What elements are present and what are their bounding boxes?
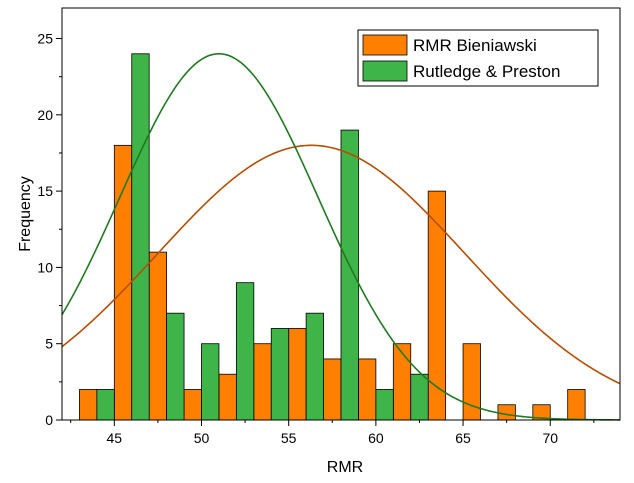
y-tick-label: 15: [37, 183, 53, 199]
legend: RMR Bieniawski Rutledge & Preston: [357, 29, 599, 87]
legend-swatch-rutledge: [362, 60, 408, 82]
x-tick-label: 50: [194, 430, 210, 446]
bar-series-0: [113, 144, 133, 421]
bar-series-1: [235, 282, 255, 421]
bar-series-1: [201, 343, 220, 421]
y-tick-label: 25: [37, 31, 53, 47]
legend-label-rutledge: Rutledge & Preston: [413, 62, 560, 81]
x-tick-label: 70: [542, 430, 558, 446]
y-tick-label: 5: [45, 336, 53, 352]
bar-series-0: [462, 343, 481, 421]
bar-series-1: [375, 389, 394, 421]
y-axis-title: Frequency: [17, 176, 34, 252]
x-tick-label: 45: [107, 430, 123, 446]
bar-series-1: [270, 328, 290, 421]
bar-series-1: [305, 312, 324, 421]
bar-series-1: [410, 373, 429, 421]
bar-series-1: [166, 312, 185, 421]
legend-label-bieniawski: RMR Bieniawski: [413, 36, 537, 55]
bars-layer: [79, 53, 586, 421]
bar-series-0: [218, 373, 237, 421]
y-axis: 0 5 10 15 20 25: [37, 31, 62, 428]
bar-series-1: [340, 129, 359, 421]
bar-series-0: [323, 358, 342, 421]
bar-series-0: [79, 389, 98, 421]
fit-curve-series-0: [61, 144, 621, 385]
bar-series-0: [288, 328, 307, 421]
x-tick-label: 55: [281, 430, 297, 446]
x-tick-label: 65: [455, 430, 471, 446]
fit-curves-layer: [61, 52, 621, 421]
bar-series-0: [392, 343, 412, 421]
x-tick-label: 60: [368, 430, 384, 446]
bar-series-1: [96, 389, 115, 421]
bar-series-0: [148, 251, 168, 421]
bar-series-0: [358, 358, 377, 421]
legend-swatch-bieniawski: [362, 34, 408, 56]
x-axis-title: RMR: [327, 459, 363, 476]
x-axis: 45 50 55 60 65 70: [70, 420, 595, 446]
bar-series-0: [183, 389, 202, 421]
bar-series-1: [131, 53, 150, 421]
bar-series-0: [253, 343, 272, 421]
bar-series-0: [427, 190, 447, 421]
y-tick-label: 0: [45, 412, 53, 428]
y-tick-label: 20: [37, 107, 53, 123]
fit-curve-series-1: [61, 52, 620, 421]
bar-series-0: [567, 389, 586, 421]
bar-series-0: [497, 404, 516, 421]
y-tick-label: 10: [37, 259, 53, 275]
plot-frame: [61, 7, 621, 421]
